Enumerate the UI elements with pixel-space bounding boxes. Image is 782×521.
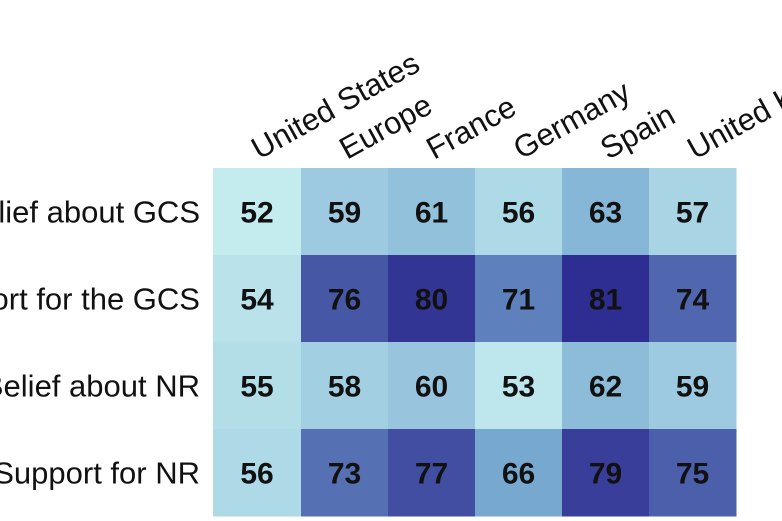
cell-value-label: 79 xyxy=(589,458,622,491)
cell-value-label: 53 xyxy=(502,371,535,404)
heatmap-cell xyxy=(213,168,302,256)
cell-value-label: 66 xyxy=(502,458,535,491)
heatmap-cell xyxy=(649,429,737,517)
heatmap-cell xyxy=(301,255,389,343)
heatmap-cell xyxy=(562,168,650,256)
cell-value-label: 75 xyxy=(676,458,709,491)
heatmap-cell xyxy=(562,255,650,343)
cell-value-label: 60 xyxy=(415,371,448,404)
row-label: Belief about GCS xyxy=(0,195,200,230)
heatmap-cell xyxy=(213,429,302,517)
heatmap-cell xyxy=(388,168,476,256)
row-label: Support for the GCS xyxy=(0,282,200,317)
heatmap-cell xyxy=(475,255,563,343)
row-label: Support for NR xyxy=(0,456,200,491)
column-label: France xyxy=(420,89,521,166)
column-label: United Kingdom xyxy=(681,29,782,167)
heatmap-cell xyxy=(649,168,737,256)
cell-value-label: 59 xyxy=(328,197,361,230)
cell-value-label: 74 xyxy=(676,284,710,317)
cell-value-label: 76 xyxy=(328,284,361,317)
heatmap-cell xyxy=(301,429,389,517)
row-label: Belief about NR xyxy=(0,369,200,404)
heatmap-values: 52 59 61 56 63 57 54 76 80 71 81 74 55 58 60 53 62 59 56 73… xyxy=(240,197,709,491)
heatmap-cell xyxy=(213,342,302,430)
heatmap-cell xyxy=(301,342,389,430)
heatmap-cell xyxy=(475,429,563,517)
cell-value-label: 73 xyxy=(328,458,361,491)
cell-value-label: 54 xyxy=(240,284,274,317)
heatmap-cell xyxy=(475,342,563,430)
cell-value-label: 57 xyxy=(676,197,709,230)
cell-value-label: 71 xyxy=(502,284,535,317)
cell-value-label: 62 xyxy=(589,371,622,404)
cell-value-label: 81 xyxy=(589,284,622,317)
row-labels: Belief about GCS Support for the GCS Belie… xyxy=(0,195,200,491)
cell-value-label: 56 xyxy=(240,458,273,491)
heatmap-cell xyxy=(213,255,302,343)
cell-value-label: 77 xyxy=(415,458,448,491)
heatmap-cell xyxy=(562,429,650,517)
heatmap-cell xyxy=(388,255,476,343)
cell-value-label: 55 xyxy=(240,371,273,404)
cell-value-label: 59 xyxy=(676,371,709,404)
heatmap-cell xyxy=(388,342,476,430)
cell-value-label: 58 xyxy=(328,371,361,404)
cell-value-label: 63 xyxy=(589,197,622,230)
cell-value-label: 80 xyxy=(415,284,448,317)
heatmap-cell xyxy=(649,342,737,430)
cell-value-label: 61 xyxy=(415,197,448,230)
heatmap-cell xyxy=(562,342,650,430)
heatmap-cell xyxy=(301,168,389,256)
heatmap-cell xyxy=(649,255,737,343)
cell-value-label: 52 xyxy=(240,197,273,230)
heatmap-cell xyxy=(388,429,476,517)
heatmap-cells xyxy=(213,168,737,517)
cell-value-label: 56 xyxy=(502,197,535,230)
heatmap-cell xyxy=(475,168,563,256)
